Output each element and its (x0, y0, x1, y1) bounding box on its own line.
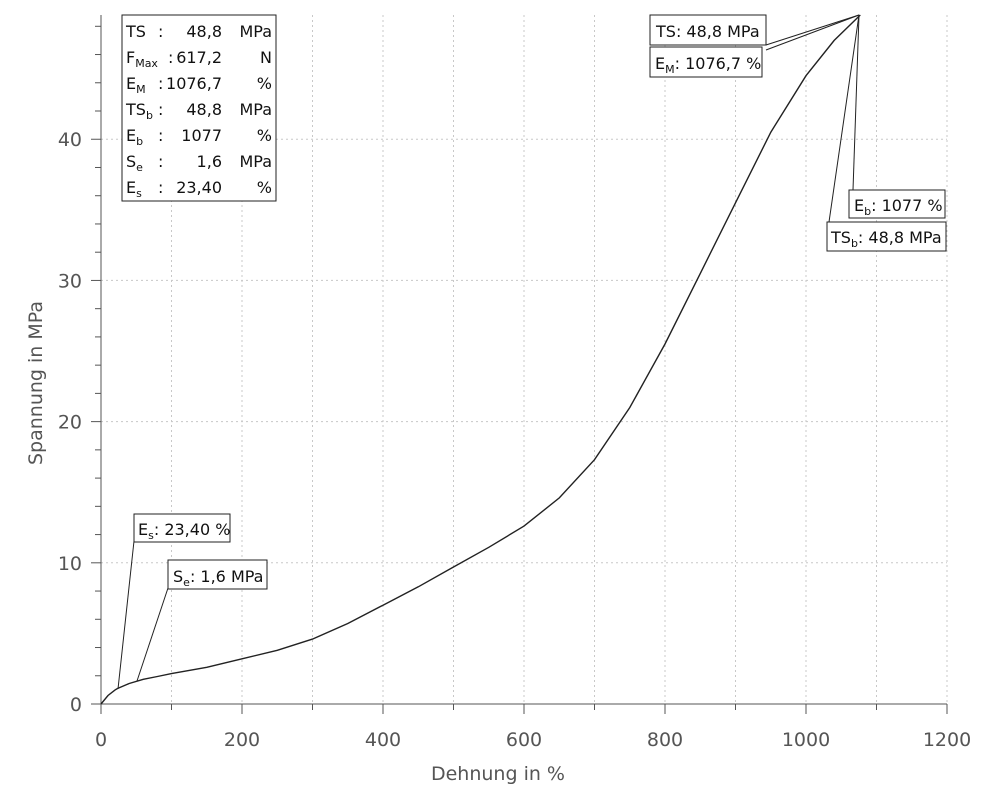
stat-unit: MPa (239, 152, 272, 171)
x-tick-label: 1200 (923, 729, 971, 751)
annotation-se-box (167, 559, 268, 590)
annotation-ts: TS: 48,8 MPa (649, 14, 860, 46)
annotation-tsb-leader (828, 14, 860, 223)
annotation-tsb-label: TSb: 48,8 MPa (830, 228, 942, 250)
stat-value: 1,6 (197, 152, 222, 171)
y-tick-label: 40 (58, 129, 82, 151)
annotation-es-box (133, 513, 231, 543)
x-tick-label: 400 (365, 729, 401, 751)
stat-value: 48,8 (186, 22, 222, 41)
annotation-em: EM: 1076,7 % (649, 14, 860, 78)
stat-value: 1076,7 (166, 74, 222, 93)
annotation-eb: Eb: 1077 % (848, 14, 946, 219)
stat-unit: % (257, 178, 272, 197)
stat-colon: : (158, 152, 163, 171)
curve (100, 14, 861, 705)
y-tick-label: 30 (58, 270, 82, 292)
stat-symbol: Se (126, 152, 143, 174)
annotation-ts-leader (765, 14, 860, 46)
annotation-tsb-box (826, 221, 947, 252)
y-axis-title: Spannung in MPa (25, 301, 47, 465)
annotation-es-leader (117, 540, 135, 690)
stat-symbol: TSb (125, 100, 153, 122)
annotation-eb-leader (852, 14, 860, 191)
stat-symbol: EM (126, 74, 146, 96)
stat-unit: % (257, 126, 272, 145)
ticks: 0 200 400 600 800 1000 1200 0 10 20 30 40 (58, 25, 971, 751)
x-axis-title: Dehnung in % (431, 763, 565, 785)
annotation-ts-label: TS: 48,8 MPa (655, 22, 760, 41)
stat-value: 23,40 (176, 178, 222, 197)
annotation-ts-box (649, 14, 767, 46)
stat-value: 617,2 (176, 48, 222, 67)
y-tick-label: 10 (58, 553, 82, 575)
stat-unit: % (257, 74, 272, 93)
stat-symbol: TS (125, 22, 146, 41)
stat-colon: : (168, 48, 173, 67)
annotation-em-box (649, 46, 763, 78)
y-tick-label: 20 (58, 412, 82, 434)
annotation-em-leader (765, 14, 860, 51)
stat-colon: : (158, 100, 163, 119)
stat-symbol: FMax (126, 48, 158, 70)
annotation-eb-box (848, 189, 946, 219)
y-tick-label: 0 (70, 694, 82, 716)
annotation-es-label: Es: 23,40 % (138, 520, 230, 542)
annotations: TS: 48,8 MPa EM: 1076,7 % Eb: 1077 % TSb… (117, 14, 947, 690)
annotation-tsb: TSb: 48,8 MPa (826, 14, 947, 252)
annotation-es: Es: 23,40 % (117, 513, 231, 690)
stat-colon: : (158, 74, 163, 93)
stat-symbol: Es (126, 178, 142, 200)
x-tick-label: 600 (506, 729, 542, 751)
x-tick-label: 0 (95, 729, 107, 751)
stat-value: 48,8 (186, 100, 222, 119)
x-tick-label: 200 (224, 729, 260, 751)
annotation-se-leader (136, 587, 169, 682)
annotation-se: Se: 1,6 MPa (136, 559, 268, 682)
stat-colon: : (158, 178, 163, 197)
annotation-eb-label: Eb: 1077 % (854, 196, 943, 218)
x-tick-label: 800 (647, 729, 683, 751)
stat-unit: N (260, 48, 272, 67)
annotation-se-label: Se: 1,6 MPa (173, 567, 263, 589)
stress-strain-curve (100, 14, 861, 705)
stat-unit: MPa (239, 22, 272, 41)
stat-colon: : (158, 22, 163, 41)
stats-box-frame (121, 14, 277, 202)
stat-symbol: Eb (126, 126, 143, 148)
stat-unit: MPa (239, 100, 272, 119)
stat-colon: : (158, 126, 163, 145)
annotation-em-label: EM: 1076,7 % (655, 54, 761, 76)
stat-value: 1077 (181, 126, 222, 145)
x-tick-label: 1000 (782, 729, 830, 751)
